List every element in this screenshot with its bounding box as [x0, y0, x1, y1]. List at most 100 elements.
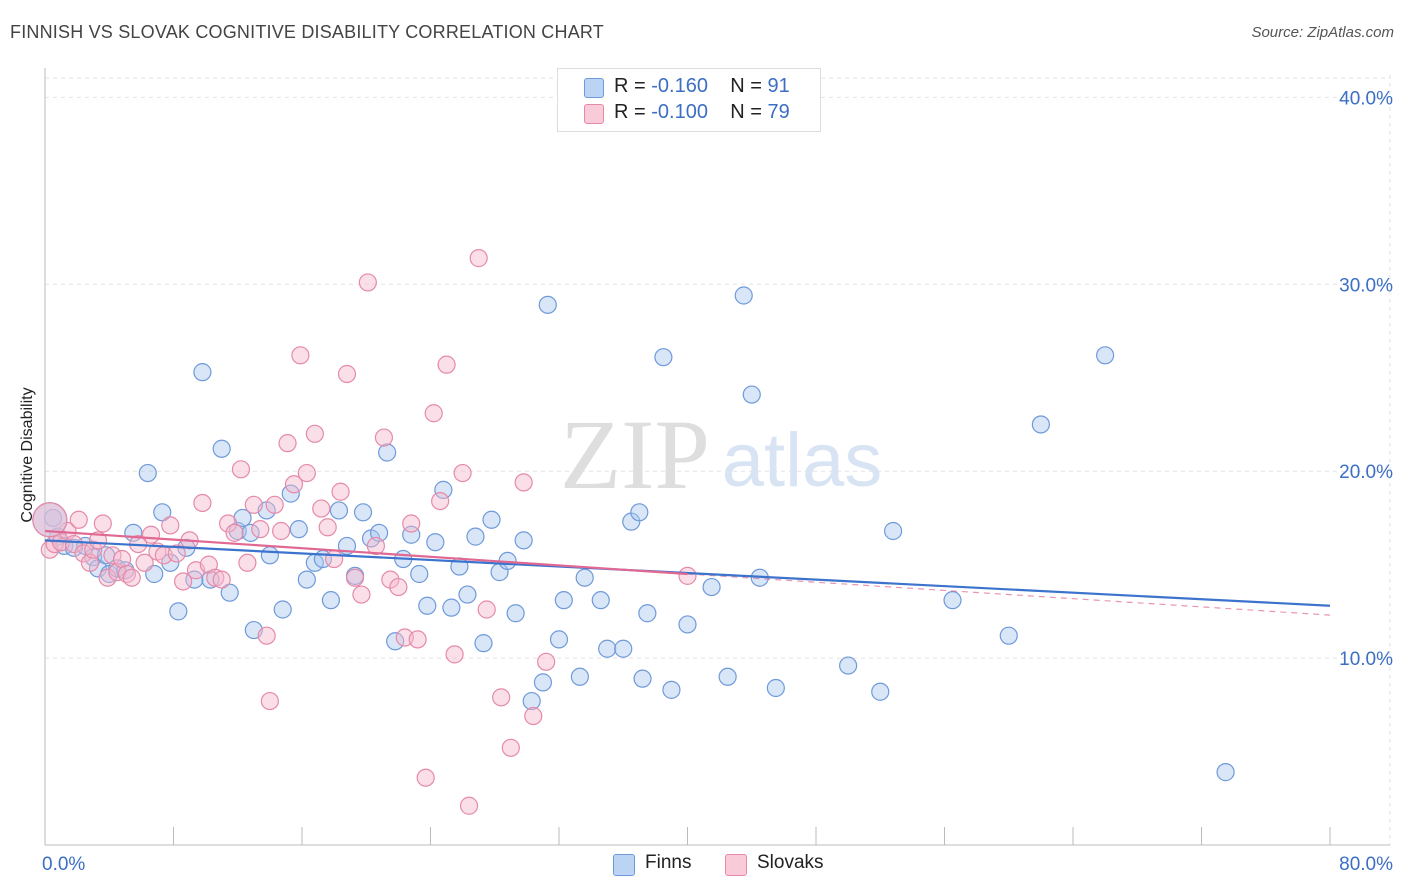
- point-finns: [169, 602, 188, 621]
- large-point-slovaks: [32, 502, 68, 538]
- point-finns: [591, 591, 610, 610]
- legend-r-value-finns: -0.160: [651, 75, 708, 97]
- point-finns: [297, 570, 316, 589]
- legend-swatch-slovaks: [584, 104, 604, 124]
- point-slovaks: [98, 568, 117, 587]
- y-axis-label: Cognitive Disability: [19, 387, 36, 523]
- point-finns: [533, 673, 553, 692]
- point-slovaks: [337, 364, 357, 384]
- point-finns: [138, 463, 157, 483]
- point-slovaks: [445, 645, 464, 664]
- point-slovaks: [69, 510, 88, 529]
- point-slovaks: [402, 514, 421, 533]
- point-slovaks: [238, 553, 257, 572]
- point-slovaks: [358, 273, 377, 292]
- point-slovaks: [257, 626, 276, 645]
- point-slovaks: [219, 514, 238, 533]
- y-tick-label: 20.0%: [1339, 462, 1393, 483]
- point-slovaks: [284, 475, 304, 494]
- legend-n-label: N =: [730, 101, 768, 123]
- point-slovaks: [161, 516, 180, 535]
- point-finns: [353, 503, 373, 522]
- point-slovaks: [492, 688, 511, 707]
- point-slovaks: [74, 544, 93, 563]
- point-slovaks: [345, 568, 365, 587]
- point-slovaks: [93, 514, 112, 533]
- point-finns: [633, 669, 652, 688]
- bottom-legend-label-finns: Finns: [645, 852, 692, 873]
- point-finns: [426, 533, 445, 552]
- point-finns: [378, 443, 397, 462]
- grid-lines: [45, 75, 1391, 845]
- point-finns: [839, 656, 858, 675]
- point-finns: [702, 577, 721, 597]
- point-slovaks: [374, 428, 394, 447]
- point-finns: [506, 604, 525, 623]
- point-slovaks: [331, 482, 350, 501]
- point-slovaks: [291, 346, 310, 365]
- point-finns: [871, 682, 890, 701]
- point-slovaks: [459, 796, 479, 815]
- point-finns: [575, 568, 594, 587]
- point-finns: [999, 626, 1018, 645]
- point-finns: [662, 680, 681, 699]
- point-finns: [943, 591, 962, 610]
- bottom-legend-swatch-finns: [613, 854, 635, 876]
- point-slovaks: [135, 553, 154, 572]
- point-finns: [474, 634, 493, 653]
- legend-r-label: R =: [614, 75, 652, 97]
- watermark: ZIP atlas: [560, 399, 882, 510]
- point-slovaks: [352, 585, 371, 604]
- point-slovaks: [193, 493, 212, 513]
- point-finns: [434, 480, 453, 499]
- legend-n-label: N =: [730, 75, 768, 97]
- point-slovaks: [453, 463, 472, 483]
- point-slovaks: [251, 520, 270, 539]
- point-slovaks: [408, 630, 427, 649]
- point-slovaks: [272, 521, 291, 541]
- point-slovaks: [431, 491, 450, 511]
- point-finns: [514, 531, 533, 550]
- tick-labels: 10.0% 20.0% 30.0% 40.0% 0.0% 80.0%: [42, 88, 1393, 875]
- watermark-zip: ZIP: [560, 399, 710, 510]
- point-slovaks: [366, 536, 385, 556]
- point-slovaks: [225, 523, 244, 542]
- point-slovaks: [524, 706, 543, 726]
- point-slovaks: [416, 768, 435, 787]
- point-slovaks: [537, 652, 556, 671]
- point-finns: [1096, 346, 1115, 365]
- point-slovaks: [64, 534, 84, 554]
- legend-swatch-finns: [584, 78, 604, 98]
- bottom-legend-label-slovaks: Slovaks: [757, 852, 824, 873]
- point-slovaks: [389, 577, 408, 597]
- point-slovaks: [437, 355, 456, 374]
- watermark-atlas: atlas: [722, 418, 883, 503]
- point-slovaks: [260, 691, 279, 711]
- point-finns: [185, 570, 204, 589]
- point-slovaks: [212, 570, 231, 589]
- point-finns: [638, 604, 657, 623]
- point-slovaks: [477, 600, 496, 619]
- point-finns: [766, 678, 785, 698]
- point-finns: [678, 615, 697, 634]
- point-slovaks: [84, 540, 103, 559]
- point-finns: [654, 348, 673, 367]
- point-slovaks: [312, 499, 331, 518]
- point-slovaks: [325, 549, 344, 569]
- x-tick-label-end: 80.0%: [1339, 854, 1393, 875]
- point-finns: [153, 503, 172, 522]
- y-tick-label: 10.0%: [1339, 649, 1393, 670]
- point-finns: [458, 585, 477, 604]
- chart-title: FINNISH VS SLOVAK COGNITIVE DISABILITY C…: [10, 22, 604, 42]
- point-finns: [418, 596, 437, 615]
- point-slovaks: [469, 249, 488, 268]
- legend-n-value-slovaks: 79: [767, 101, 790, 123]
- point-slovaks: [122, 568, 141, 587]
- trend-line-slovaks: [44, 529, 688, 576]
- point-slovaks: [305, 424, 324, 443]
- legend-n-value-finns: 91: [767, 75, 790, 97]
- point-slovaks: [424, 404, 443, 423]
- point-finns: [522, 691, 541, 711]
- point-finns: [466, 527, 485, 546]
